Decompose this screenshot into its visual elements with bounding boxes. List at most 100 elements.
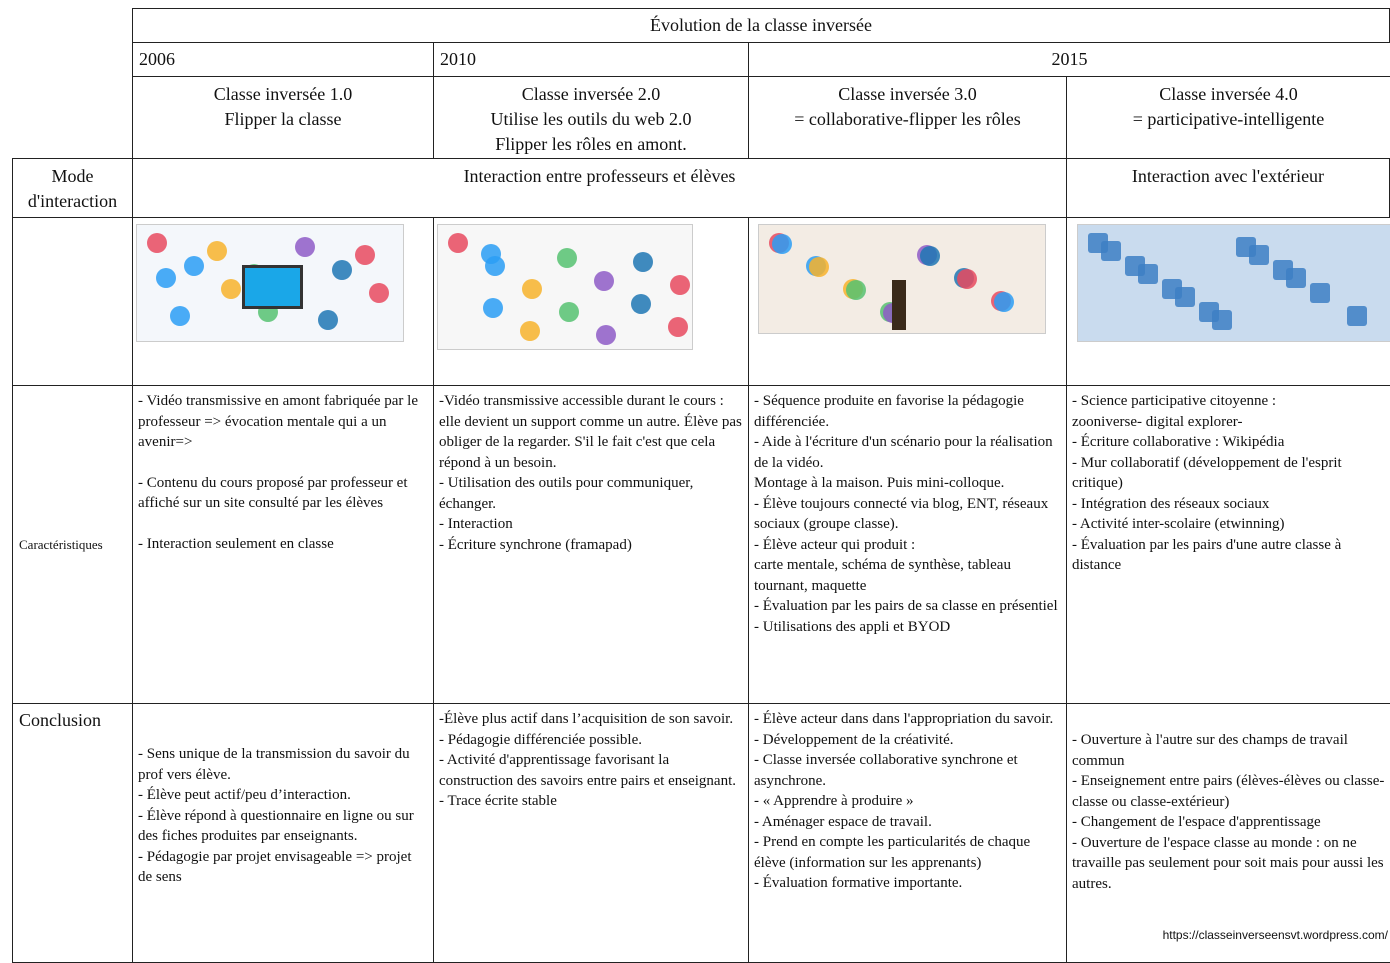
text-line: - Prend en compte les particularités de … (754, 834, 1031, 871)
text-line: carte mentale, schéma de synthèse, table… (754, 557, 1011, 594)
conclusion-cell: -Élève plus actif dans l’acquisition de … (433, 703, 749, 963)
icon (846, 280, 866, 300)
text-line: - Élève acteur dans dans l'appropriation… (754, 711, 1054, 727)
text-line: - Écriture synchrone (framapad) (439, 536, 632, 553)
text-line: - Élève répond à questionnaire en ligne … (138, 807, 414, 845)
illustration (136, 224, 404, 342)
icon (355, 245, 375, 265)
source-url: https://classeinverseensvt.wordpress.com… (1162, 928, 1388, 942)
row-label: Conclusion (19, 710, 102, 730)
table-title: Évolution de la classe inversée (650, 15, 872, 35)
illustration (1077, 224, 1390, 342)
icon (1347, 306, 1367, 326)
text-line: - Développement de la créativité. (754, 731, 954, 748)
title-cell: Évolution de la classe inversée (132, 8, 1390, 43)
icon (520, 321, 540, 341)
interaction-text: Interaction avec l'extérieur (1131, 166, 1325, 186)
stage-line: Classe inversée 2.0 (521, 84, 661, 104)
paragraph: - Élève acteur dans dans l'appropriation… (754, 709, 1062, 894)
text-line: zooniverse- digital explorer- (1072, 413, 1243, 430)
text-line: - Élève toujours connecté via blog, ENT,… (754, 495, 1049, 533)
icon (596, 325, 616, 345)
icon (170, 306, 190, 326)
paragraph: - Science participative citoyenne : zooni… (1072, 391, 1386, 576)
stage-cell: Classe inversée 2.0 Utilise les outils du… (433, 76, 749, 159)
row-label: Caractéristiques (19, 536, 103, 552)
row-label: Mode d'interaction (27, 166, 118, 211)
stage-line: Flipper la classe (224, 109, 342, 129)
text-line: - Évaluation par les pairs d'une autre c… (1072, 536, 1342, 574)
conclusion-cell: - Élève acteur dans dans l'appropriation… (748, 703, 1067, 963)
illustration (437, 224, 693, 350)
text-line: - Élève peut actif/peu d’interaction. (138, 787, 351, 803)
text-line: - Science participative citoyenne : (1072, 393, 1277, 409)
characteristics-cell: -Vidéo transmissive accessible durant le… (433, 385, 749, 704)
year: 2006 (139, 49, 175, 69)
label-cell: Conclusion (12, 703, 133, 963)
interaction-cell: Interaction entre professeurs et élèves (132, 158, 1067, 218)
stage-line: Flipper les rôles en amont. (495, 134, 687, 154)
icon (295, 237, 315, 257)
icon (207, 241, 227, 261)
stage-line: Classe inversée 4.0 (1159, 84, 1298, 104)
stage-line: Classe inversée 3.0 (838, 84, 977, 104)
icon (369, 283, 389, 303)
text-line: - Intégration des réseaux sociaux (1072, 495, 1270, 512)
text-line: - Vidéo transmissive en amont fabriquée … (138, 393, 418, 450)
text-line: - Mur collaboratif (développement de l'e… (1072, 454, 1342, 492)
year-cell: 2010 (433, 42, 749, 77)
text-line: - Aide à l'écriture d'un scénario pour l… (754, 434, 1053, 471)
illustration (758, 224, 1046, 334)
text-line: - Interaction seulement en classe (138, 535, 334, 552)
text-line: - Pédagogie par projet envisageable => p… (138, 848, 412, 886)
text-line: - Élève acteur qui produit : (754, 536, 916, 553)
icon (156, 268, 176, 288)
paragraph: - Sens unique de la transmission du savo… (138, 744, 429, 888)
text-line: - Changement de l'espace d'apprentissage (1072, 814, 1321, 830)
conclusion-cell: - Ouverture à l'autre sur des champs de … (1066, 703, 1390, 963)
text-line: - Classe inversée collaborative synchron… (754, 752, 1018, 789)
text-line: -Vidéo transmissive accessible durant le… (439, 393, 742, 471)
stage-cell: Classe inversée 4.0 = participative-intel… (1066, 76, 1390, 159)
text-line: - Ouverture à l'autre sur des champs de … (1072, 732, 1348, 769)
text-line: - Pédagogie différenciée possible. (439, 731, 642, 748)
year: 2010 (440, 49, 476, 69)
icon (994, 292, 1014, 312)
icon (184, 256, 204, 276)
stage-cell: Classe inversée 1.0 Flipper la classe (132, 76, 434, 159)
characteristics-cell: - Vidéo transmissive en amont fabriquée … (132, 385, 434, 704)
text-line: - Interaction (439, 516, 513, 532)
icon (594, 271, 614, 291)
text-line: - Contenu du cours proposé par professeu… (138, 474, 408, 512)
text-line: Montage à la maison. Puis mini-colloque. (754, 475, 1005, 491)
stage-line: Classe inversée 1.0 (213, 84, 353, 104)
icon (633, 252, 653, 272)
text-line: - Sens unique de la transmission du savo… (138, 746, 410, 783)
icon (1310, 283, 1330, 303)
paragraph: - Interaction seulement en classe (138, 534, 429, 555)
icon (920, 246, 940, 266)
text-line: -Élève plus actif dans l’acquisition de … (439, 711, 734, 727)
icon (483, 298, 503, 318)
stage-line: = collaborative-flipper les rôles (794, 109, 1021, 129)
text-line: - Enseignement entre pairs (élèves-élève… (1072, 773, 1385, 810)
icon (957, 269, 977, 289)
paragraph: - Vidéo transmissive en amont fabriquée … (138, 391, 429, 453)
stage-line: Utilise les outils du web 2.0 (490, 109, 692, 129)
interaction-cell: Interaction avec l'extérieur (1066, 158, 1390, 218)
icon (522, 279, 542, 299)
text-line: - Utilisation des outils pour communique… (439, 475, 694, 512)
laptop (242, 265, 303, 309)
stage-line: = participative-intelligente (1132, 109, 1325, 129)
icon (670, 275, 690, 295)
icon (1286, 268, 1306, 288)
icon (481, 244, 501, 264)
paragraph: -Élève plus actif dans l’acquisition de … (439, 709, 744, 812)
icon (668, 317, 688, 337)
year-cell: 2015 (748, 42, 1390, 77)
icon (557, 248, 577, 268)
text-line: - Évaluation formative importante. (754, 875, 963, 891)
interaction-text: Interaction entre professeurs et élèves (463, 166, 736, 186)
text-line: - Écriture collaborative : Wikipédia (1072, 434, 1285, 450)
